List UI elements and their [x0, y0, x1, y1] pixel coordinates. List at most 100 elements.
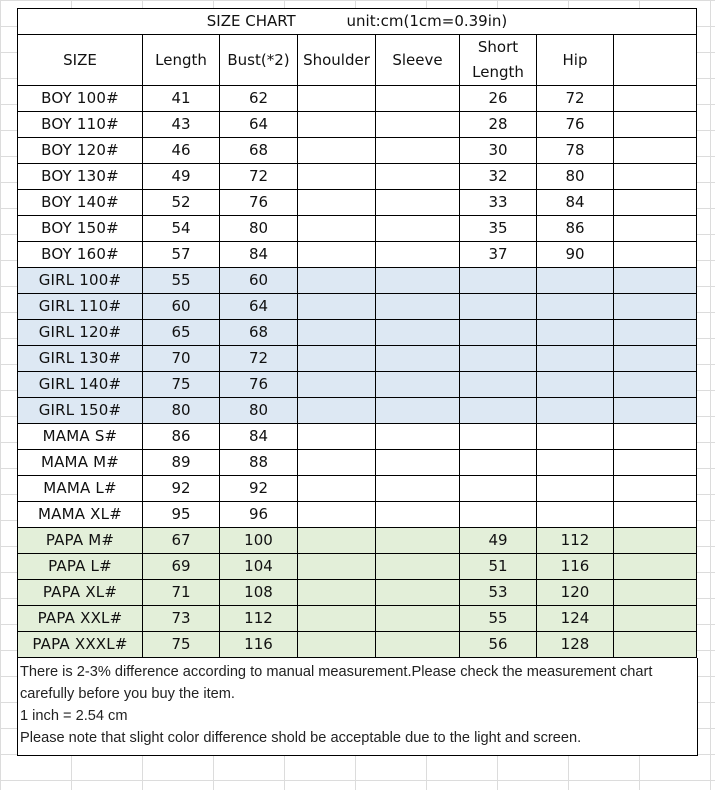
- empty-cell: [613, 241, 697, 268]
- shoulder-cell: [297, 449, 376, 476]
- table-row: PAPA L# 69 104 51 116: [17, 553, 697, 580]
- table-row: GIRL 150# 80 80: [17, 397, 697, 424]
- sleeve-cell: [375, 423, 460, 450]
- shoulder-cell: [297, 345, 376, 372]
- size-cell: PAPA XXL#: [17, 605, 143, 632]
- bust-cell: 60: [219, 267, 298, 294]
- sleeve-cell: [375, 527, 460, 554]
- sleeve-cell: [375, 189, 460, 216]
- shoulder-cell: [297, 371, 376, 398]
- length-cell: 43: [142, 111, 220, 138]
- length-cell: 54: [142, 215, 220, 242]
- short-length-cell: 53: [459, 579, 537, 606]
- empty-cell: [613, 605, 697, 632]
- shoulder-cell: [297, 241, 376, 268]
- sleeve-cell: [375, 605, 460, 632]
- sleeve-cell: [375, 371, 460, 398]
- empty-cell: [613, 293, 697, 320]
- bust-cell: 72: [219, 163, 298, 190]
- empty-cell: [613, 267, 697, 294]
- length-cell: 55: [142, 267, 220, 294]
- short-length-cell: [459, 319, 537, 346]
- size-rows: BOY 100# 41 62 26 72 BOY 110# 43 64 28 76 BOY 120#…: [17, 85, 697, 658]
- table-row: MAMA XL# 95 96: [17, 501, 697, 528]
- length-cell: 92: [142, 475, 220, 502]
- table-row: BOY 120# 46 68 30 78: [17, 137, 697, 164]
- sleeve-cell: [375, 241, 460, 268]
- bust-cell: 62: [219, 85, 298, 112]
- length-cell: 95: [142, 501, 220, 528]
- short-length-cell: [459, 423, 537, 450]
- length-cell: 75: [142, 371, 220, 398]
- shoulder-cell: [297, 163, 376, 190]
- shoulder-cell: [297, 189, 376, 216]
- bust-cell: 76: [219, 371, 298, 398]
- hip-cell: [536, 371, 614, 398]
- empty-cell: [613, 85, 697, 112]
- empty-cell: [613, 397, 697, 424]
- bust-cell: 64: [219, 111, 298, 138]
- short-length-cell: [459, 293, 537, 320]
- shoulder-cell: [297, 423, 376, 450]
- shoulder-cell: [297, 293, 376, 320]
- hip-cell: [536, 475, 614, 502]
- size-cell: GIRL 120#: [17, 319, 143, 346]
- short-length-cell: [459, 371, 537, 398]
- size-cell: GIRL 150#: [17, 397, 143, 424]
- hip-cell: 128: [536, 631, 614, 658]
- sleeve-cell: [375, 137, 460, 164]
- sleeve-cell: [375, 449, 460, 476]
- size-cell: MAMA M#: [17, 449, 143, 476]
- length-cell: 60: [142, 293, 220, 320]
- size-cell: BOY 160#: [17, 241, 143, 268]
- table-row: MAMA M# 89 88: [17, 449, 697, 476]
- bust-cell: 72: [219, 345, 298, 372]
- short-length-cell: 49: [459, 527, 537, 554]
- hip-cell: [536, 319, 614, 346]
- length-cell: 52: [142, 189, 220, 216]
- hip-cell: 76: [536, 111, 614, 138]
- empty-cell: [613, 527, 697, 554]
- size-cell: PAPA M#: [17, 527, 143, 554]
- empty-cell: [613, 163, 697, 190]
- note-inch-conversion: 1 inch = 2.54 cm: [20, 708, 128, 724]
- table-row: MAMA S# 86 84: [17, 423, 697, 450]
- length-cell: 41: [142, 85, 220, 112]
- bust-cell: 108: [219, 579, 298, 606]
- size-cell: PAPA L#: [17, 553, 143, 580]
- sleeve-cell: [375, 553, 460, 580]
- bust-cell: 100: [219, 527, 298, 554]
- size-cell: BOY 140#: [17, 189, 143, 216]
- bust-cell: 104: [219, 553, 298, 580]
- table-row: MAMA L# 92 92: [17, 475, 697, 502]
- length-cell: 89: [142, 449, 220, 476]
- sleeve-cell: [375, 475, 460, 502]
- sleeve-cell: [375, 579, 460, 606]
- short-length-cell: 26: [459, 85, 537, 112]
- length-cell: 69: [142, 553, 220, 580]
- sleeve-cell: [375, 631, 460, 658]
- hip-cell: [536, 397, 614, 424]
- shoulder-cell: [297, 397, 376, 424]
- hip-cell: 112: [536, 527, 614, 554]
- hip-cell: 84: [536, 189, 614, 216]
- size-cell: GIRL 140#: [17, 371, 143, 398]
- size-chart: SIZE CHART unit:cm(1cm=0.39in) SIZE Leng…: [17, 8, 698, 756]
- table-row: BOY 150# 54 80 35 86: [17, 215, 697, 242]
- sleeve-cell: [375, 293, 460, 320]
- header-short-length: Short Length: [459, 34, 537, 86]
- short-length-cell: [459, 345, 537, 372]
- sleeve-cell: [375, 163, 460, 190]
- size-cell: BOY 110#: [17, 111, 143, 138]
- empty-cell: [613, 111, 697, 138]
- header-shoulder: Shoulder: [297, 34, 376, 86]
- hip-cell: 78: [536, 137, 614, 164]
- hip-cell: 124: [536, 605, 614, 632]
- short-length-cell: 32: [459, 163, 537, 190]
- bust-cell: 68: [219, 319, 298, 346]
- shoulder-cell: [297, 501, 376, 528]
- size-cell: BOY 100#: [17, 85, 143, 112]
- size-cell: PAPA XXXL#: [17, 631, 143, 658]
- header-length: Length: [142, 34, 220, 86]
- length-cell: 57: [142, 241, 220, 268]
